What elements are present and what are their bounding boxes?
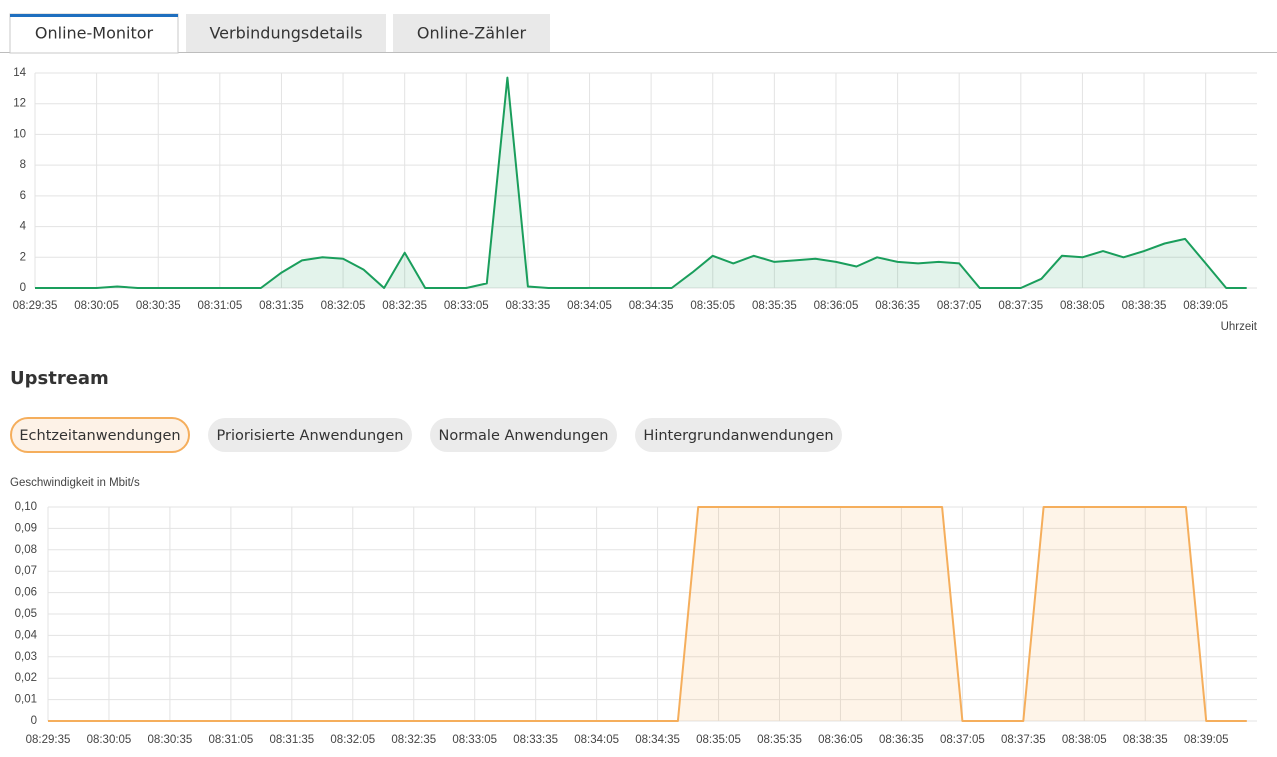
x-tick-label: 08:36:35 xyxy=(879,734,924,746)
y-tick-label: 0,10 xyxy=(15,501,37,513)
y-tick-label: 8 xyxy=(20,159,26,171)
x-tick-label: 08:38:35 xyxy=(1123,734,1168,746)
tab-active-bar xyxy=(10,14,178,17)
section-title: Upstream xyxy=(10,368,109,389)
x-tick-label: 08:31:05 xyxy=(197,300,242,312)
series-line xyxy=(35,76,1247,289)
series-line xyxy=(48,506,1247,722)
x-tick-label: 08:34:05 xyxy=(567,300,612,312)
y-tick-label: 0,06 xyxy=(15,587,37,599)
y-tick-label: 0,08 xyxy=(15,544,37,556)
x-tick-label: 08:36:05 xyxy=(814,300,859,312)
y-tick-label: 12 xyxy=(13,98,26,110)
filter-pill[interactable] xyxy=(430,418,617,452)
x-tick-label: 08:33:05 xyxy=(444,300,489,312)
x-tick-label: 08:32:05 xyxy=(330,734,375,746)
x-tick-label: 08:34:35 xyxy=(629,300,674,312)
y-tick-label: 0,07 xyxy=(15,565,37,577)
y-tick-label: 0,09 xyxy=(15,522,37,534)
x-tick-label: 08:36:05 xyxy=(818,734,863,746)
x-tick-label: 08:37:05 xyxy=(937,300,982,312)
y-tick-label: 0,04 xyxy=(15,629,38,641)
x-tick-label: 08:32:35 xyxy=(382,300,427,312)
tab-label[interactable]: Online-Zähler xyxy=(417,24,527,43)
y-tick-label: 4 xyxy=(20,221,27,233)
filter-label[interactable]: Echtzeitanwendungen xyxy=(19,428,180,444)
x-tick-label: 08:37:35 xyxy=(1001,734,1046,746)
y-tick-label: 0,03 xyxy=(15,651,37,663)
x-tick-label: 08:38:35 xyxy=(1122,300,1167,312)
filter-label[interactable]: Normale Anwendungen xyxy=(439,428,609,444)
y-tick-label: 0,02 xyxy=(15,672,37,684)
y-tick-label: 6 xyxy=(20,190,26,202)
series-area xyxy=(35,77,1247,288)
x-tick-label: 08:37:05 xyxy=(940,734,985,746)
x-tick-label: 08:31:05 xyxy=(208,734,253,746)
x-tick-label: 08:36:35 xyxy=(875,300,920,312)
x-tick-label: 08:31:35 xyxy=(259,300,304,312)
y-tick-label: 0 xyxy=(31,715,37,727)
filter-pill[interactable] xyxy=(208,418,412,452)
y-tick-label: 2 xyxy=(20,251,26,263)
x-tick-label: 08:30:05 xyxy=(74,300,119,312)
y-tick-label: 0,01 xyxy=(15,694,37,706)
tab-label[interactable]: Online-Monitor xyxy=(35,24,154,43)
tab[interactable] xyxy=(9,13,179,54)
x-tick-label: 08:33:35 xyxy=(513,734,558,746)
x-tick-label: 08:29:35 xyxy=(13,300,58,312)
y-tick-label: 0 xyxy=(20,282,26,294)
filter-pill[interactable] xyxy=(10,417,190,453)
filter-label[interactable]: Priorisierte Anwendungen xyxy=(217,428,404,444)
x-tick-label: 08:37:35 xyxy=(998,300,1043,312)
filter-label[interactable]: Hintergrundanwendungen xyxy=(643,428,833,444)
filter-pill[interactable] xyxy=(635,418,842,452)
x-tick-label: 08:39:05 xyxy=(1183,300,1228,312)
x-tick-label: 08:38:05 xyxy=(1062,734,1107,746)
x-tick-label: 08:30:35 xyxy=(136,300,181,312)
x-tick-label: 08:38:05 xyxy=(1060,300,1105,312)
y-tick-label: 0,05 xyxy=(15,608,37,620)
y-tick-label: 10 xyxy=(13,128,26,140)
x-tick-label: 08:32:05 xyxy=(321,300,366,312)
tab[interactable] xyxy=(186,14,386,52)
x-tick-label: 08:33:35 xyxy=(506,300,551,312)
x-tick-label: 08:32:35 xyxy=(391,734,436,746)
x-tick-label: 08:30:05 xyxy=(87,734,132,746)
x-axis-title: Uhrzeit xyxy=(1221,321,1258,333)
x-tick-label: 08:30:35 xyxy=(148,734,193,746)
x-tick-label: 08:35:35 xyxy=(757,734,802,746)
x-tick-label: 08:34:05 xyxy=(574,734,619,746)
tab-label[interactable]: Verbindungsdetails xyxy=(209,24,362,43)
x-tick-label: 08:35:05 xyxy=(696,734,741,746)
x-tick-label: 08:29:35 xyxy=(26,734,71,746)
x-tick-label: 08:39:05 xyxy=(1184,734,1229,746)
x-tick-label: 08:35:35 xyxy=(752,300,797,312)
x-tick-label: 08:31:35 xyxy=(269,734,314,746)
x-tick-label: 08:33:05 xyxy=(452,734,497,746)
x-tick-label: 08:34:35 xyxy=(635,734,680,746)
x-tick-label: 08:35:05 xyxy=(690,300,735,312)
y-tick-label: 14 xyxy=(13,67,26,79)
y-axis-title: Geschwindigkeit in Mbit/s xyxy=(10,477,140,489)
tab[interactable] xyxy=(393,14,550,52)
